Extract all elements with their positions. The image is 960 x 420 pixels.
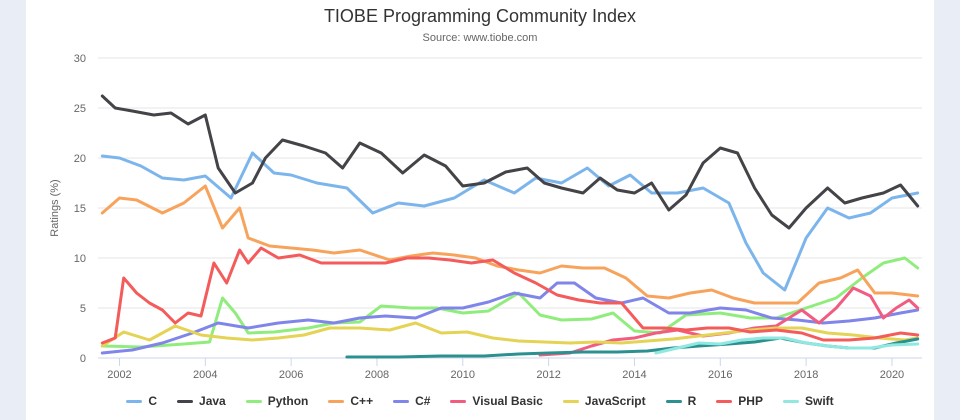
legend-label: Swift xyxy=(804,394,834,408)
legend-swatch xyxy=(328,399,345,403)
legend-item[interactable]: Java xyxy=(177,394,226,408)
legend-item[interactable]: Visual Basic xyxy=(450,394,543,408)
legend-item[interactable]: C# xyxy=(393,394,430,408)
legend-swatch xyxy=(177,399,194,403)
legend-label: PHP xyxy=(738,394,763,408)
series-line-java[interactable] xyxy=(100,94,920,230)
series-lines xyxy=(100,94,920,359)
x-tick-label: 2010 xyxy=(451,369,475,381)
y-tick-label: 10 xyxy=(74,253,86,265)
chart-subtitle: Source: www.tiobe.com xyxy=(422,32,538,44)
legend-label: Visual Basic xyxy=(472,394,543,408)
legend-label: Java xyxy=(199,394,226,408)
legend-swatch xyxy=(665,399,682,403)
legend-swatch xyxy=(782,399,799,403)
y-tick-label: 25 xyxy=(74,103,86,115)
plot-area: 0 5 10 15 20 25 30 2002 2004 2006 2008 2010 2012 2014… xyxy=(49,53,922,381)
x-tick-label: 2008 xyxy=(365,369,389,381)
x-tick-label: 2016 xyxy=(708,369,732,381)
y-tick-label: 20 xyxy=(74,153,86,165)
chart-title: TIOBE Programming Community Index xyxy=(323,6,637,26)
legend-swatch xyxy=(393,399,410,403)
legend-item[interactable]: JavaScript xyxy=(562,394,646,408)
series-line-c-[interactable] xyxy=(100,184,920,305)
x-tick-label: 2004 xyxy=(193,369,217,381)
series-line-swift[interactable] xyxy=(654,336,920,355)
x-tick-label: 2002 xyxy=(107,369,131,381)
legend-label: C++ xyxy=(350,394,374,408)
legend-swatch xyxy=(562,399,579,403)
legend-swatch xyxy=(716,399,733,403)
series-line-c[interactable] xyxy=(100,151,920,292)
legend-item[interactable]: R xyxy=(665,394,697,408)
legend-item[interactable]: C xyxy=(126,394,157,408)
legend-swatch xyxy=(245,399,262,403)
y-tick-label: 0 xyxy=(80,353,86,365)
x-tick-label: 2014 xyxy=(622,369,646,381)
legend-swatch xyxy=(450,399,467,403)
y-tick-label: 5 xyxy=(80,303,86,315)
y-axis-label: Ratings (%) xyxy=(49,179,61,236)
legend-label: C xyxy=(148,394,158,408)
y-tick-label: 15 xyxy=(74,203,86,215)
legend-label: JavaScript xyxy=(584,394,646,408)
legend-label: R xyxy=(687,394,697,408)
legend-label: Python xyxy=(267,394,309,408)
series-line-php[interactable] xyxy=(100,246,920,345)
x-tick-label: 2006 xyxy=(279,369,303,381)
axes: 0 5 10 15 20 25 30 2002 2004 2006 2008 2010 2012 2014… xyxy=(74,53,922,381)
legend-item[interactable]: C++ xyxy=(328,394,373,408)
legend-item[interactable]: Swift xyxy=(782,394,834,408)
x-tick-label: 2012 xyxy=(536,369,560,381)
series-line-javascript[interactable] xyxy=(100,321,920,348)
legend-swatch xyxy=(126,399,143,403)
legend-label: C# xyxy=(415,394,431,408)
chart-legend: C Java Python C++ C# Visual Basic JavaScript R P… xyxy=(26,394,934,408)
x-tick-label: 2018 xyxy=(794,369,818,381)
series-line-c-[interactable] xyxy=(100,281,920,355)
legend-item[interactable]: Python xyxy=(245,394,309,408)
chart-container: TIOBE Programming Community Index Source… xyxy=(26,0,934,420)
y-tick-label: 30 xyxy=(74,53,86,65)
series-line-visual-basic[interactable] xyxy=(538,286,920,357)
x-tick-label: 2020 xyxy=(880,369,904,381)
legend-item[interactable]: PHP xyxy=(716,394,763,408)
